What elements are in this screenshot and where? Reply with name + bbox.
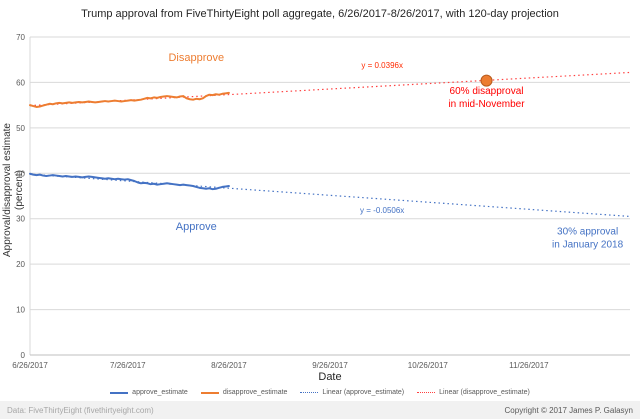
legend-label: approve_estimate <box>132 389 188 396</box>
annotation: 60% disapproval <box>450 86 524 97</box>
y-tick-label: 0 <box>21 351 26 360</box>
annotation: in January 2018 <box>552 240 624 251</box>
chart-title: Trump approval from FiveThirtyEight poll… <box>81 8 559 20</box>
series-approve_estimate <box>29 172 230 191</box>
annotation: y = -0.0506x <box>360 206 404 215</box>
legend-item: Linear (approve_estimate) <box>300 389 404 396</box>
x-tick-label: 9/26/2017 <box>312 361 348 370</box>
legend-item: disapprove_estimate <box>200 389 288 396</box>
annotation: in mid-November <box>448 99 525 110</box>
legend-swatch-solid <box>110 391 129 394</box>
legend-label: Linear (approve_estimate) <box>322 389 405 396</box>
legend-item: Linear (disapprove_estimate) <box>417 389 530 396</box>
legend: approve_estimate disapprove_estimate Linea… <box>0 389 640 396</box>
legend-label: disapprove_estimate <box>222 389 288 396</box>
legend-swatch-dotted <box>417 392 436 393</box>
x-axis-title: Date <box>318 371 342 383</box>
y-tick-label: 10 <box>16 306 25 315</box>
footer-bar: Data: FiveThirtyEight (fivethirtyeight.c… <box>0 401 640 419</box>
x-tick-label: 8/26/2017 <box>211 361 247 370</box>
legend-label: Linear (disapprove_estimate) <box>439 389 530 396</box>
annotation: Disapprove <box>168 52 224 64</box>
y-tick-label: 70 <box>16 33 25 42</box>
data-source-credit: Data: FiveThirtyEight (fivethirtyeight.c… <box>7 405 154 415</box>
y-tick-label: 40 <box>16 169 25 178</box>
x-tick-label: 7/26/2017 <box>110 361 146 370</box>
legend-swatch-dotted <box>300 392 319 393</box>
series-disapprove_estimate <box>29 91 230 108</box>
annotation: 30% approval <box>557 227 618 238</box>
x-tick-label: 11/26/2017 <box>509 361 549 370</box>
y-tick-label: 50 <box>16 124 25 133</box>
y-tick-label: 20 <box>16 260 25 269</box>
x-tick-label: 6/26/2017 <box>12 361 48 370</box>
trendline-Linear (approve_estimate) <box>29 173 631 218</box>
copyright-notice: Copyright © 2017 James P. Galasyn <box>504 405 633 415</box>
annotation: Approve <box>176 221 217 233</box>
y-tick-label: 30 <box>16 215 25 224</box>
projection-marker <box>480 74 493 87</box>
legend-item: approve_estimate <box>110 389 188 396</box>
annotation: y = 0.0396x <box>361 61 403 70</box>
y-tick-label: 60 <box>16 78 25 87</box>
legend-swatch-solid <box>200 391 219 394</box>
x-tick-label: 10/26/2017 <box>408 361 449 370</box>
